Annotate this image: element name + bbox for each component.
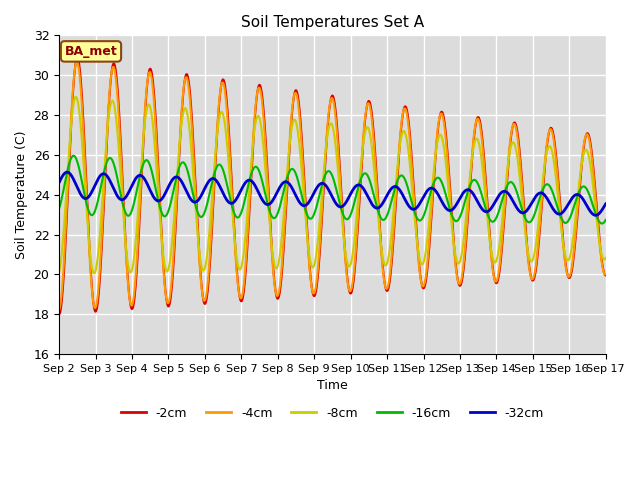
Line: -8cm: -8cm xyxy=(59,97,605,274)
-2cm xyxy=(265,194,273,200)
Legend: -2cm, -4cm, -8cm, -16cm, -32cm: -2cm, -4cm, -8cm, -16cm, -32cm xyxy=(116,402,549,425)
Text: BA_met: BA_met xyxy=(65,45,117,58)
-8cm xyxy=(55,269,63,275)
-2cm xyxy=(591,185,599,191)
Line: -16cm: -16cm xyxy=(59,156,605,224)
-32cm xyxy=(591,212,599,218)
-8cm xyxy=(532,238,540,243)
-2cm xyxy=(74,55,81,61)
-4cm xyxy=(602,271,609,277)
-8cm xyxy=(150,137,158,143)
-8cm xyxy=(289,120,296,126)
Line: -2cm: -2cm xyxy=(59,58,605,314)
Title: Soil Temperatures Set A: Soil Temperatures Set A xyxy=(241,15,424,30)
-2cm xyxy=(532,264,540,270)
-8cm xyxy=(90,271,98,276)
-32cm xyxy=(118,197,125,203)
-16cm xyxy=(289,166,296,172)
-4cm xyxy=(289,102,296,108)
-8cm xyxy=(265,214,273,220)
-16cm xyxy=(591,209,599,215)
-16cm xyxy=(602,217,609,223)
-16cm xyxy=(150,179,158,184)
-8cm xyxy=(72,94,80,100)
-4cm xyxy=(73,59,81,65)
Y-axis label: Soil Temperature (C): Soil Temperature (C) xyxy=(15,131,28,259)
Line: -4cm: -4cm xyxy=(59,62,605,310)
-16cm xyxy=(265,206,273,212)
-4cm xyxy=(150,100,158,106)
-16cm xyxy=(118,196,125,202)
-32cm xyxy=(265,202,273,207)
-32cm xyxy=(55,180,63,185)
-32cm xyxy=(602,201,609,207)
-4cm xyxy=(55,307,63,313)
-4cm xyxy=(532,260,540,265)
-8cm xyxy=(602,255,609,261)
-4cm xyxy=(118,168,125,174)
X-axis label: Time: Time xyxy=(317,379,348,392)
-2cm xyxy=(150,92,158,97)
-16cm xyxy=(70,153,77,158)
-32cm xyxy=(592,213,600,218)
-16cm xyxy=(532,206,540,212)
-32cm xyxy=(289,186,296,192)
Line: -32cm: -32cm xyxy=(59,172,605,216)
-32cm xyxy=(63,169,71,175)
-32cm xyxy=(532,193,540,199)
-16cm xyxy=(55,205,63,211)
-16cm xyxy=(598,221,605,227)
-8cm xyxy=(591,204,599,210)
-2cm xyxy=(118,158,125,164)
-2cm xyxy=(289,104,296,110)
-4cm xyxy=(265,203,273,208)
-2cm xyxy=(602,273,609,278)
-4cm xyxy=(591,191,599,196)
-2cm xyxy=(55,312,63,317)
-8cm xyxy=(118,190,125,196)
-32cm xyxy=(150,195,158,201)
